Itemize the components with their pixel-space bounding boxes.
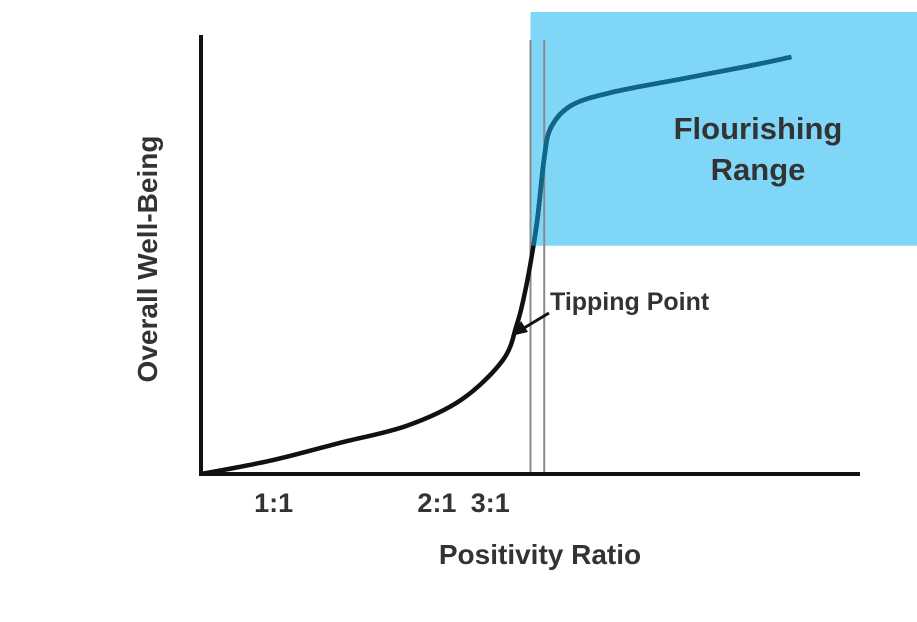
x-tick-labels: 1:1 2:1 3:1: [254, 488, 510, 518]
series-line-upper: [531, 54, 792, 246]
y-axis-label: Overall Well-Being: [132, 136, 163, 383]
x-tick-label: 1:1: [254, 488, 293, 518]
flourishing-label-line-1: Flourishing: [674, 111, 843, 146]
flourishing-region: [530, 12, 917, 246]
x-axis-label: Positivity Ratio: [439, 539, 641, 570]
series-lines: [200, 54, 792, 477]
x-tick-label: 3:1: [471, 488, 510, 518]
tipping-point-arrow-shaft: [523, 311, 550, 330]
tipping-point-arrowhead: [511, 321, 528, 336]
x-tick-label: 2:1: [417, 488, 456, 518]
flourishing-label-line-2: Range: [711, 152, 806, 187]
tipping-point-label: Tipping Point: [550, 288, 710, 316]
